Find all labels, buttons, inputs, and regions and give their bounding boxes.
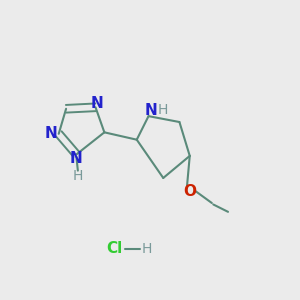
Text: H: H — [142, 242, 152, 256]
Text: H: H — [158, 103, 168, 117]
Text: O: O — [183, 184, 196, 199]
Text: N: N — [145, 103, 158, 118]
Text: N: N — [45, 126, 58, 141]
Text: N: N — [91, 96, 103, 111]
Text: N: N — [69, 151, 82, 166]
Text: H: H — [73, 169, 83, 184]
Text: Cl: Cl — [106, 241, 123, 256]
